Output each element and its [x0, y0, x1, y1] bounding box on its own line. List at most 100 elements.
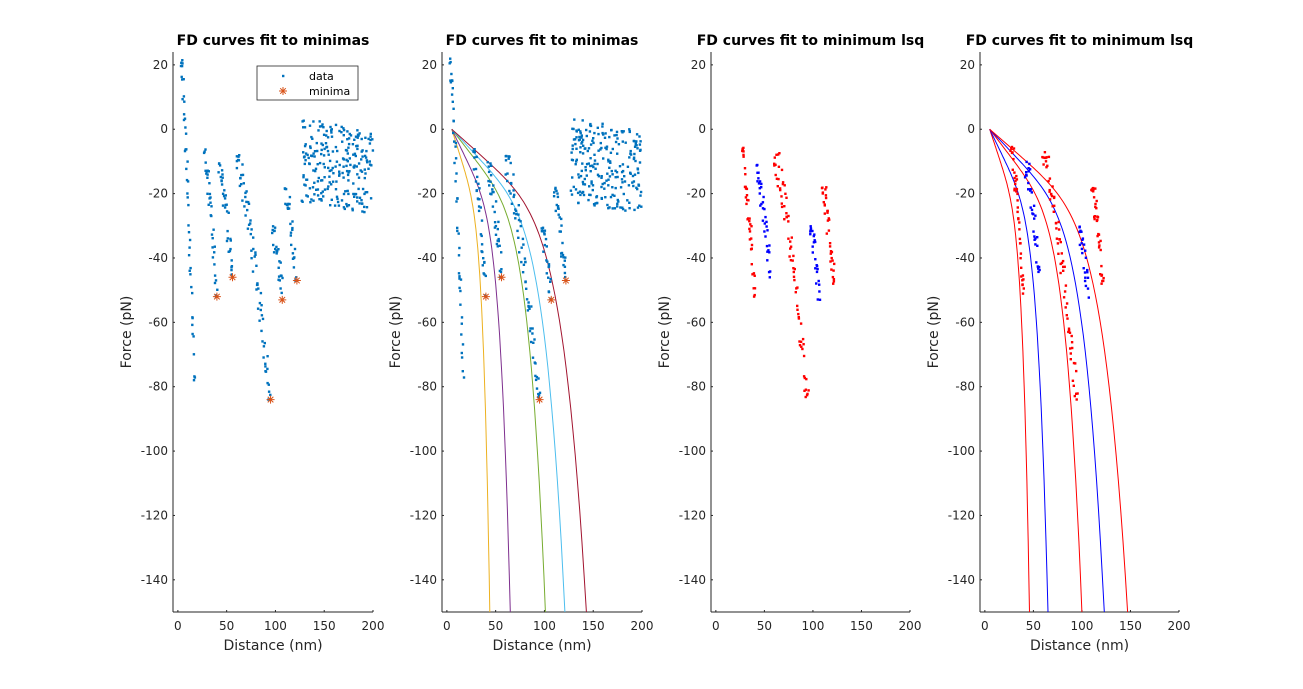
data-point [316, 194, 320, 197]
data-point [292, 266, 296, 269]
fit-curve-4 [451, 128, 566, 613]
data-point [272, 251, 276, 254]
legend-marker-data [282, 74, 285, 78]
data-point [594, 167, 597, 170]
data-point [257, 287, 260, 290]
data-point [266, 381, 269, 385]
data-point [454, 180, 457, 183]
data-point [814, 240, 817, 244]
data-point [509, 161, 512, 165]
data-point [592, 141, 595, 145]
data-point [224, 194, 227, 197]
data-point [575, 160, 578, 163]
data-point [815, 264, 818, 267]
data-point [601, 131, 604, 135]
data-point [585, 174, 588, 177]
data-point [329, 204, 332, 207]
data-point [611, 193, 614, 197]
data-point [549, 277, 552, 281]
data-point [459, 278, 463, 281]
data-point [1048, 188, 1051, 192]
data-point [558, 216, 561, 219]
data-point [747, 199, 750, 202]
minima-marker [292, 276, 301, 285]
minima-marker [535, 395, 544, 404]
data-point [765, 220, 768, 224]
data-point [456, 226, 459, 230]
data-point [757, 182, 761, 185]
data-point [308, 162, 311, 165]
data-point [527, 305, 530, 308]
data-point [535, 375, 539, 379]
data-point [1082, 243, 1086, 246]
data-point [579, 131, 582, 135]
data-point [512, 189, 515, 192]
data-point [302, 176, 305, 179]
y-tick-label: -140 [410, 573, 437, 587]
data-point [369, 132, 372, 136]
x-tick-label: 200 [362, 619, 385, 633]
data-point [451, 87, 454, 90]
data-point [346, 130, 349, 133]
data-point [478, 198, 481, 201]
data-point [752, 295, 756, 298]
data-point [1082, 267, 1085, 270]
data-point [264, 362, 267, 365]
data-point [1029, 206, 1032, 209]
data-point [473, 156, 476, 159]
data-point [316, 180, 320, 183]
data-point [545, 259, 548, 262]
data-point [797, 317, 801, 320]
data-point [601, 122, 604, 125]
data-point [458, 277, 461, 280]
data-point [789, 245, 793, 248]
data-point [596, 162, 599, 166]
data-point [291, 252, 295, 255]
data-point [210, 214, 213, 218]
data-point [277, 248, 280, 251]
data-point [221, 173, 224, 176]
data-point [302, 174, 305, 177]
data-point [368, 160, 371, 163]
data-point [1062, 296, 1066, 299]
data-point [288, 202, 291, 206]
data-point [570, 151, 573, 154]
data-point [459, 289, 462, 293]
data-point [183, 117, 187, 120]
data-point [1027, 170, 1030, 173]
data-point [1100, 264, 1103, 268]
y-axis-label: Force (pN) [657, 296, 673, 369]
data-point [787, 237, 790, 240]
data-point [748, 230, 752, 233]
data-point [580, 169, 583, 173]
data-point [260, 304, 263, 307]
data-point [288, 195, 292, 199]
data-point [1093, 215, 1096, 218]
data-point [581, 180, 585, 184]
data-point [346, 173, 350, 177]
data-point [562, 263, 565, 267]
data-point [279, 287, 282, 290]
x-tick-label: 100 [533, 619, 556, 633]
data-point [352, 182, 355, 185]
data-point [613, 207, 617, 210]
data-point [537, 396, 540, 399]
chart-panel-3: 0 50 100 150 200200-20-40-60-80-100-120-140F… [657, 33, 924, 633]
data-point [256, 307, 260, 310]
data-point [824, 196, 828, 200]
y-tick-label: -20 [955, 187, 975, 201]
data-point [574, 142, 577, 146]
data-point [1070, 334, 1073, 338]
fit-curve-2 [451, 129, 511, 613]
data-point [636, 147, 639, 150]
data-point [832, 278, 836, 281]
data-point [360, 158, 363, 161]
data-point [633, 173, 637, 176]
data-point [360, 137, 363, 141]
data-point [460, 333, 463, 336]
data-point [1072, 384, 1075, 387]
data-point [577, 176, 581, 179]
data-point [1080, 247, 1084, 251]
data-point [256, 282, 259, 285]
data-point [306, 195, 309, 198]
